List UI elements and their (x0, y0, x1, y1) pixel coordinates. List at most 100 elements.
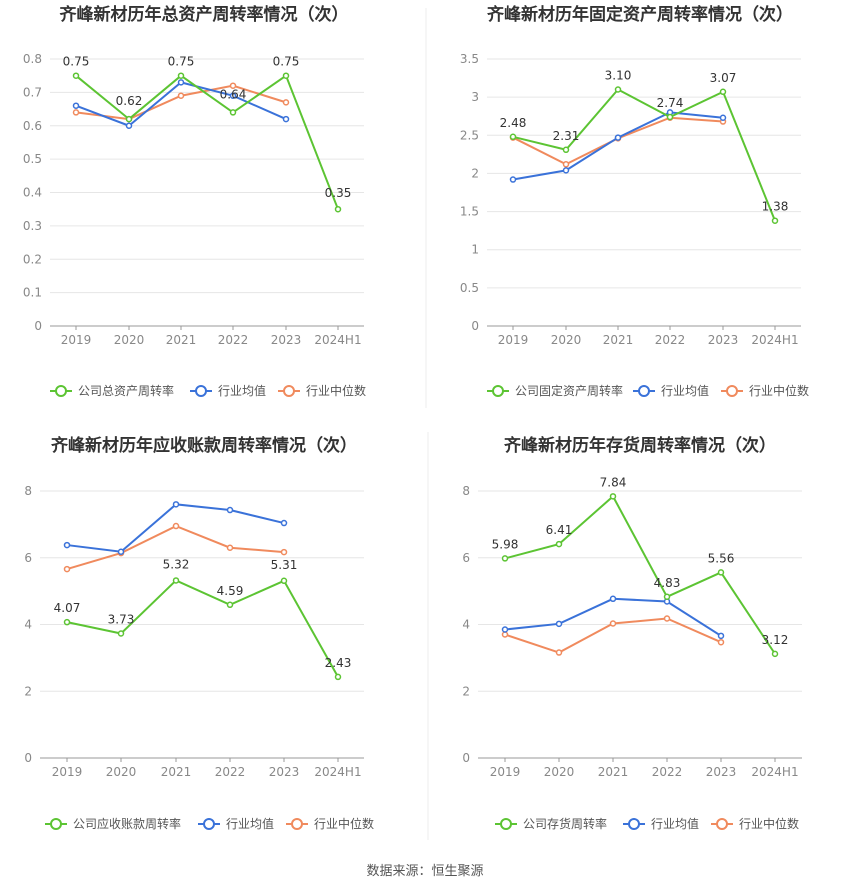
x-tick-label: 2023 (269, 765, 300, 779)
legend-item-median: 行业中位数 (721, 383, 809, 398)
data-label: 2.43 (325, 656, 352, 670)
data-label: 4.07 (54, 601, 81, 615)
point-median (226, 544, 234, 551)
point-median (717, 638, 725, 646)
data-label: 0.62 (116, 94, 143, 108)
chart-3: 齐峰新材历年应收账款周转率情况（次） 0 2 4 6 8 2019 2020 2021 2022 2… (24, 435, 374, 831)
point-company (771, 217, 779, 224)
x-tick-label: 2024H1 (314, 765, 361, 779)
point-company (177, 72, 185, 79)
legend-item-company: 公司固定资产周转率 (487, 383, 623, 398)
x-tick-label: 2021 (598, 765, 629, 779)
point-company (63, 618, 71, 626)
x-tick-label: 2019 (52, 765, 83, 779)
y-tick-label: 8 (24, 484, 32, 498)
data-label: 3.07 (710, 71, 737, 85)
legend-label: 行业均值 (226, 816, 274, 831)
point-company (663, 593, 671, 601)
y-tick-label: 0.7 (23, 85, 42, 99)
point-avg (280, 519, 288, 527)
point-avg (614, 134, 622, 141)
legend-marker (638, 385, 650, 397)
x-tick-label: 2023 (708, 333, 739, 347)
x-tick-label: 2019 (498, 333, 529, 347)
legend-label: 公司存货周转率 (523, 816, 607, 831)
legend-marker (291, 818, 303, 830)
legend-marker (716, 818, 728, 830)
point-avg (609, 595, 617, 603)
point-company (334, 205, 342, 213)
x-tick-label: 2021 (603, 333, 634, 347)
data-label: 6.41 (546, 523, 573, 537)
y-tick-label: 0.2 (23, 252, 42, 266)
legend-label: 公司固定资产周转率 (515, 383, 623, 398)
data-label: 3.10 (605, 69, 632, 83)
y-tick-label: 6 (24, 551, 32, 565)
data-label: 3.12 (762, 633, 789, 647)
y-tick-label: 1.5 (460, 205, 479, 219)
y-tick-label: 0.5 (23, 152, 42, 166)
x-tick-label: 2020 (114, 333, 145, 347)
chart-title: 齐峰新材历年应收账款周转率情况（次） (51, 435, 357, 456)
point-avg (63, 541, 71, 549)
point-company (280, 577, 288, 585)
y-tick-label: 4 (24, 618, 32, 632)
series-line-company (75, 74, 339, 210)
point-median (555, 649, 563, 656)
point-median (282, 99, 290, 106)
point-median (609, 620, 617, 627)
point-company (172, 577, 180, 584)
point-avg (509, 176, 517, 183)
x-tick-label: 2019 (490, 765, 521, 779)
legend-marker (283, 385, 295, 397)
legend-item-avg: 行业均值 (623, 816, 699, 831)
point-avg (719, 114, 727, 121)
data-label: 4.59 (217, 584, 244, 598)
data-label: 0.75 (168, 55, 195, 69)
x-tick-label: 2024H1 (314, 333, 361, 347)
x-tick-label: 2022 (655, 333, 686, 347)
y-tick-label: 0.6 (23, 119, 42, 133)
point-median (562, 161, 570, 168)
legend-marker (492, 385, 504, 397)
point-company (509, 133, 517, 141)
point-avg (226, 506, 234, 514)
point-median (72, 109, 80, 116)
y-tick-label: 0 (34, 319, 42, 333)
point-company (226, 601, 234, 609)
x-tick-label: 2022 (218, 333, 249, 347)
point-company (614, 86, 622, 93)
chart-1: 齐峰新材历年总资产周转率情况（次） 0 0.1 0.2 0.3 0.4 0.5 0.6 0.7 0… (23, 4, 366, 398)
point-company (282, 72, 290, 79)
y-tick-label: 2.5 (460, 128, 479, 142)
x-tick-label: 2020 (544, 765, 575, 779)
x-tick-label: 2019 (61, 333, 92, 347)
x-tick-label: 2024H1 (751, 333, 798, 347)
y-tick-label: 0 (471, 319, 479, 333)
data-label: 2.48 (500, 116, 527, 130)
data-label: 5.56 (708, 551, 735, 565)
y-tick-label: 6 (462, 551, 470, 565)
data-label: 5.98 (492, 537, 519, 551)
legend-marker (500, 818, 512, 830)
legend-item-company: 公司总资产周转率 (50, 383, 174, 398)
y-tick-label: 4 (462, 618, 470, 632)
point-median (63, 565, 71, 573)
point-avg (555, 620, 563, 628)
x-tick-label: 2023 (706, 765, 737, 779)
y-tick-label: 2 (24, 684, 32, 698)
legend-marker (726, 385, 738, 397)
data-label: 2.31 (553, 129, 580, 143)
point-avg (72, 102, 80, 109)
legend-item-avg: 行业均值 (190, 383, 266, 398)
point-median (663, 615, 671, 622)
chart-2: 齐峰新材历年固定资产周转率情况（次） 0 0.5 1 1.5 2 2.5 3 3.5 2019 20… (460, 4, 809, 398)
point-median (172, 522, 180, 530)
data-label: 0.75 (273, 55, 300, 69)
y-tick-label: 0.3 (23, 219, 42, 233)
legend-item-company: 公司存货周转率 (495, 816, 607, 831)
point-company (666, 113, 674, 121)
y-tick-label: 0.4 (23, 186, 42, 200)
data-label: 5.31 (271, 558, 298, 572)
